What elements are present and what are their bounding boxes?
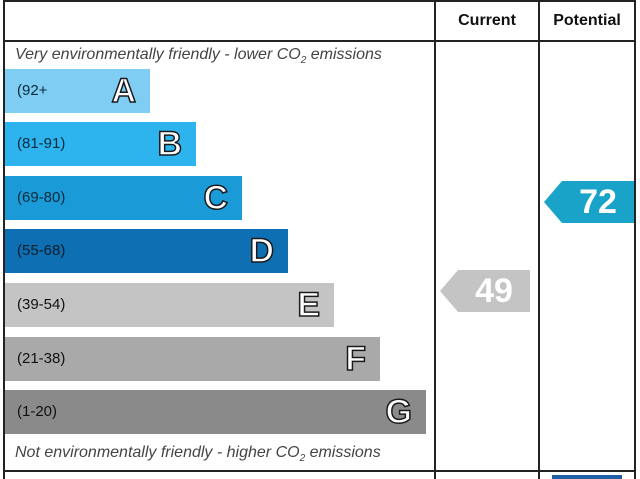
band-letter: A — [111, 71, 137, 111]
band-range-label: (21-38) — [17, 350, 66, 367]
top-caption: Very environmentally friendly - lower CO… — [15, 46, 382, 67]
potential-column-divider — [538, 0, 540, 479]
rating-band-f: (21-38) F — [5, 337, 380, 381]
band-letter: G — [385, 392, 413, 432]
band-letter: C — [203, 178, 229, 218]
current-column-divider — [434, 0, 436, 479]
rating-band-b: (81-91) B — [5, 122, 196, 166]
bottom-caption: Not environmentally friendly - higher CO… — [15, 444, 381, 465]
next-section-edge — [552, 475, 622, 479]
rating-band-c: (69-80) C — [5, 176, 242, 220]
potential-rating-arrow: 72 — [544, 181, 634, 223]
potential-column-header: Potential — [553, 12, 621, 29]
band-range-label: (81-91) — [17, 135, 66, 152]
left-border — [3, 0, 5, 479]
band-range-label: (39-54) — [17, 296, 66, 313]
band-letter: D — [249, 231, 275, 271]
rating-band-a: (92+ A — [5, 69, 150, 113]
band-letter: B — [157, 124, 183, 164]
right-border — [634, 0, 636, 479]
band-range-label: (69-80) — [17, 189, 66, 206]
rating-band-e: (39-54) E — [5, 283, 334, 327]
top-border — [3, 0, 636, 2]
band-range-label: (55-68) — [17, 242, 66, 259]
band-letter: E — [297, 285, 321, 325]
energy-rating-chart: Current Potential Very environmentally f… — [3, 0, 636, 479]
current-rating-arrow: 49 — [440, 270, 530, 312]
band-range-label: (1-20) — [17, 403, 58, 420]
potential-rating-value: 72 — [579, 183, 617, 221]
header-divider — [3, 40, 636, 42]
rating-band-d: (55-68) D — [5, 229, 288, 273]
bottom-border — [3, 470, 636, 472]
band-letter: F — [344, 339, 366, 379]
rating-band-g: (1-20) G — [5, 390, 426, 434]
current-rating-value: 49 — [475, 272, 513, 310]
current-column-header: Current — [458, 12, 516, 29]
band-range-label: (92+ — [17, 82, 48, 99]
